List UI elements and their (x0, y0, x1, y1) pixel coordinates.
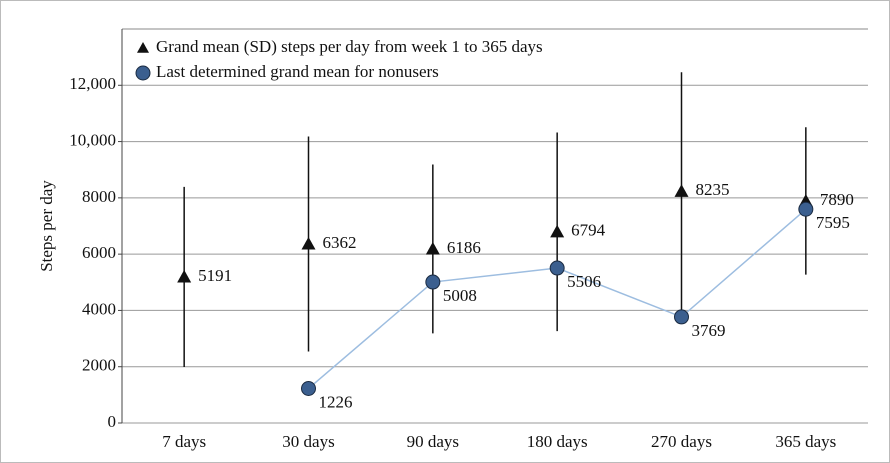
data-label: 6186 (447, 238, 481, 257)
data-label: 7890 (820, 190, 854, 209)
triangle-marker (550, 224, 565, 238)
legend-marker (137, 42, 149, 53)
data-label: 3769 (692, 321, 726, 340)
y-tick-label: 12,000 (69, 74, 116, 93)
circle-marker (425, 274, 441, 290)
legend-label: Last determined grand mean for nonusers (156, 62, 439, 81)
data-label: 5191 (198, 266, 232, 285)
y-tick-label: 0 (108, 412, 117, 431)
y-tick-label: 2000 (82, 356, 116, 375)
triangle-marker (674, 184, 689, 197)
x-tick-label: 7 days (162, 432, 206, 451)
triangle-marker (301, 236, 316, 250)
data-label: 1226 (319, 392, 353, 411)
x-tick-label: 90 days (407, 432, 459, 451)
data-label: 6362 (323, 233, 357, 252)
y-tick-label: 6000 (82, 243, 116, 262)
legend-marker (135, 65, 151, 81)
x-tick-label: 30 days (282, 432, 334, 451)
circle-marker (674, 309, 689, 325)
data-label: 8235 (696, 180, 730, 199)
data-label: 7595 (816, 213, 850, 232)
x-tick-label: 270 days (651, 432, 712, 451)
circle-marker (549, 260, 565, 276)
data-label: 5008 (443, 286, 477, 305)
x-tick-label: 365 days (775, 432, 836, 451)
x-tick-label: 180 days (527, 432, 588, 451)
circle-marker (301, 380, 316, 396)
triangle-marker (177, 269, 192, 283)
y-axis-label: Steps per day (37, 180, 56, 272)
data-label: 5506 (567, 272, 601, 291)
y-tick-label: 10,000 (69, 130, 116, 149)
legend-label: Grand mean (SD) steps per day from week … (156, 37, 543, 56)
y-tick-label: 8000 (82, 187, 116, 206)
circle-marker (798, 201, 814, 217)
data-label: 6794 (571, 221, 606, 240)
triangle-marker (425, 241, 440, 255)
y-tick-label: 4000 (82, 299, 116, 318)
